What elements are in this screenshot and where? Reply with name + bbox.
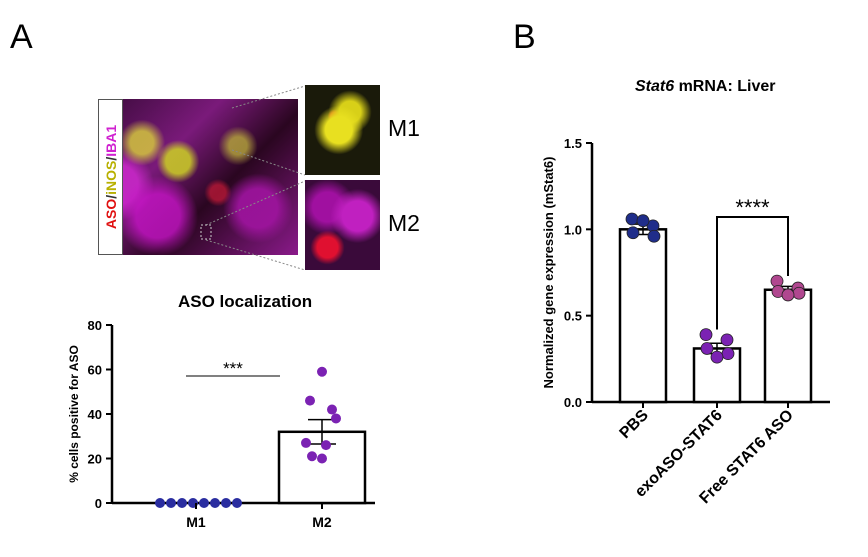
data-point bbox=[317, 453, 327, 464]
y-axis-label: % cells positive for ASO bbox=[67, 345, 81, 483]
data-point bbox=[210, 498, 220, 508]
data-point bbox=[700, 342, 714, 355]
x-tick-label: PBS bbox=[617, 407, 653, 443]
zoom-m1-image bbox=[305, 85, 380, 175]
microscopy-image bbox=[98, 99, 298, 255]
data-point bbox=[781, 288, 795, 302]
significance-bracket bbox=[716, 216, 789, 330]
data-point bbox=[317, 366, 327, 377]
data-point bbox=[331, 413, 341, 424]
y-tick-label: 1.5 bbox=[564, 136, 582, 151]
x-tick-label: M2 bbox=[312, 514, 332, 530]
significance-label: **** bbox=[735, 195, 770, 220]
chart-b-title: Stat6 mRNA: Liver bbox=[635, 78, 775, 96]
data-point bbox=[699, 328, 713, 342]
data-point bbox=[199, 498, 209, 508]
data-point bbox=[721, 347, 735, 361]
bar bbox=[763, 288, 813, 404]
zoom-m2-image bbox=[305, 180, 380, 270]
y-tick-label: 0.0 bbox=[564, 395, 582, 410]
panel-b-letter: B bbox=[513, 18, 536, 56]
microscopy-label-box bbox=[98, 99, 123, 255]
data-point bbox=[155, 498, 165, 508]
data-point bbox=[792, 286, 806, 300]
data-point bbox=[166, 498, 176, 508]
chart-b-title-rest: mRNA: Liver bbox=[674, 78, 776, 95]
data-point bbox=[710, 350, 724, 364]
y-tick-label: 40 bbox=[88, 407, 102, 422]
data-point bbox=[221, 498, 231, 508]
data-point bbox=[301, 437, 311, 448]
data-point bbox=[307, 451, 317, 462]
significance-label: *** bbox=[223, 359, 243, 378]
y-tick-label: 1.0 bbox=[564, 222, 582, 237]
data-point bbox=[636, 214, 650, 228]
data-point bbox=[321, 440, 331, 451]
y-tick-label: 80 bbox=[88, 318, 102, 333]
x-tick-label: M1 bbox=[186, 514, 206, 530]
y-tick-label: 20 bbox=[88, 452, 102, 467]
data-point bbox=[625, 212, 639, 226]
zoom-label-m2: M2 bbox=[388, 210, 420, 236]
data-point bbox=[305, 395, 315, 406]
y-axis-label: Normalized gene expression (mStat6) bbox=[541, 157, 556, 389]
chart-a-title: ASO localization bbox=[178, 292, 313, 311]
y-tick-label: 0 bbox=[95, 496, 102, 511]
data-point bbox=[720, 333, 734, 347]
data-point bbox=[647, 229, 661, 243]
chart-b-title-gene: Stat6 bbox=[635, 78, 675, 95]
data-point bbox=[626, 226, 640, 240]
data-point bbox=[177, 498, 187, 508]
panel-a-letter: A bbox=[10, 18, 33, 56]
y-tick-label: 0.5 bbox=[564, 309, 582, 324]
data-point bbox=[327, 404, 337, 415]
y-tick-label: 60 bbox=[88, 363, 102, 378]
data-point bbox=[232, 498, 242, 508]
bar bbox=[618, 228, 668, 404]
zoom-label-m1: M1 bbox=[388, 115, 420, 141]
